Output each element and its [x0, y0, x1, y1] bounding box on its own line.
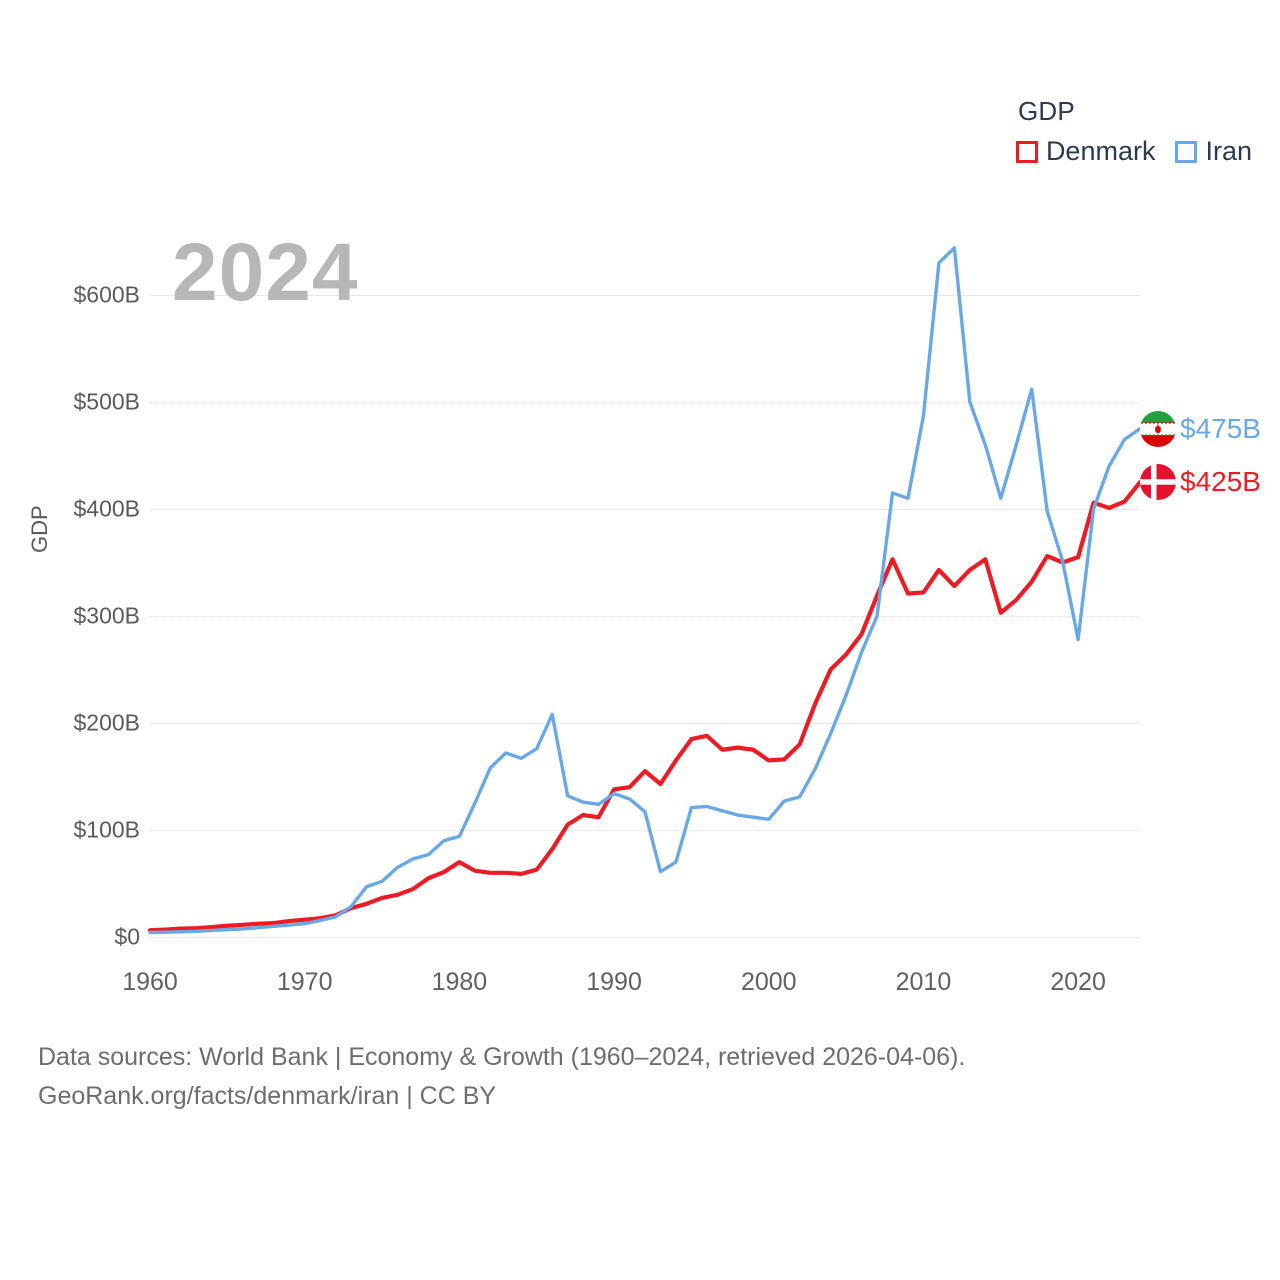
x-axis-tick-label: 2010 — [895, 968, 952, 996]
footer-line-sources: Data sources: World Bank | Economy & Gro… — [38, 1043, 966, 1071]
series-line-denmark — [147, 480, 1143, 933]
legend-item-label: Denmark — [1045, 136, 1156, 166]
y-axis-tick-label: $300B — [73, 602, 140, 629]
y-axis-tick-label: $0 — [114, 923, 140, 950]
legend-item-iran[interactable]: Iran — [1175, 136, 1252, 167]
x-axis-tick-label: 1980 — [431, 968, 488, 996]
x-axis-tick-label: 2020 — [1050, 968, 1106, 996]
legend-swatch-icon — [1015, 140, 1038, 163]
gridline — [150, 509, 1140, 510]
denmark-flag-icon — [1140, 464, 1176, 501]
y-axis-tick-label: $400B — [73, 495, 140, 522]
gridline — [150, 830, 1140, 831]
gridline — [150, 295, 1140, 296]
y-axis-tick-label: $600B — [73, 281, 140, 308]
series-line-iran — [148, 246, 1142, 935]
gridline — [150, 402, 1140, 403]
y-axis-tick-label: $100B — [73, 816, 140, 843]
x-axis-tick-label: 2000 — [740, 968, 797, 996]
end-value-label-iran: $475B — [1180, 412, 1261, 444]
legend-item-label: Iran — [1205, 136, 1252, 166]
y-axis-tick-label: $500B — [73, 388, 140, 415]
y-axis-ticks: $0 $100B $200B $300B $400B $500B $600B — [0, 0, 140, 1280]
gridline — [150, 723, 1140, 724]
legend: GDP Denmark Iran — [1015, 96, 1252, 167]
gridline — [150, 616, 1140, 617]
iran-flag-icon — [1140, 410, 1176, 447]
legend-swatch-icon — [1175, 140, 1198, 163]
x-axis-tick-label: 1970 — [276, 968, 333, 996]
legend-title: GDP — [1017, 96, 1075, 126]
legend-item-denmark[interactable]: Denmark — [1015, 136, 1156, 167]
y-axis-tick-label: $200B — [73, 709, 140, 736]
x-axis-tick-label: 1960 — [122, 968, 178, 996]
legend-items: Denmark Iran — [1015, 136, 1252, 167]
footer-attribution: Data sources: World Bank | Economy & Gro… — [38, 1038, 965, 1116]
watermark-year: 2024 — [172, 227, 359, 318]
footer-line-url[interactable]: GeoRank.org/facts/denmark/iran | CC BY — [38, 1081, 497, 1110]
x-axis-tick-label: 1990 — [586, 968, 642, 996]
end-value-label-denmark: $425B — [1180, 466, 1261, 498]
gridline — [150, 937, 1140, 938]
